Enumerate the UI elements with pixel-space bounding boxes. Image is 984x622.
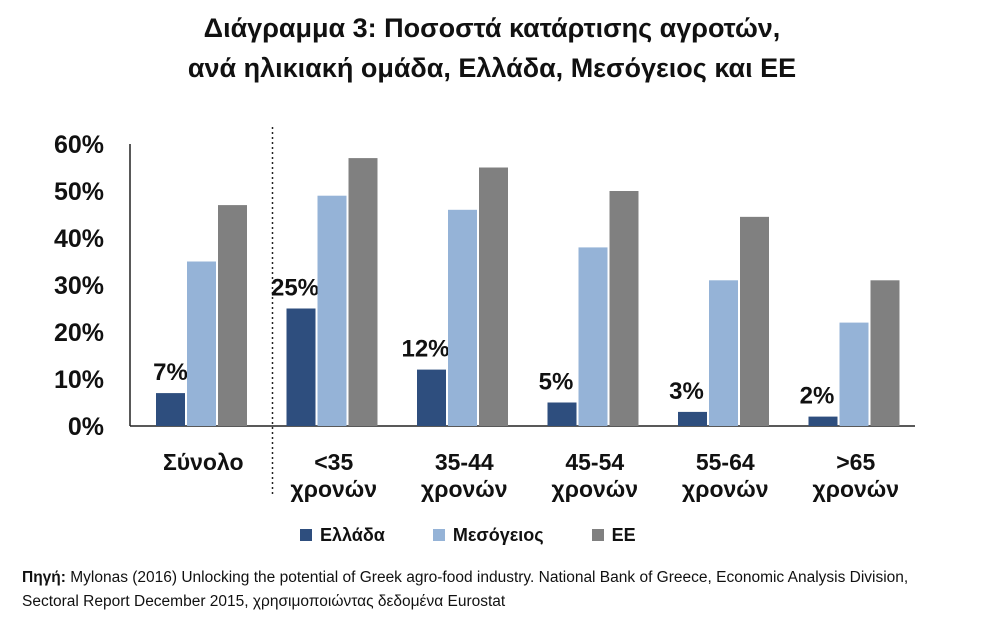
bar-eu [740,216,769,426]
bar-mediterranean [839,322,869,426]
chart-title-line-1: Διάγραμμα 3: Ποσοστά κατάρτισης αγροτών, [203,13,781,43]
legend-label-mediterranean: Μεσόγειος [452,524,544,545]
bar-mediterranean [187,261,216,426]
source-note: Πηγή: Mylonas (2016) Unlocking the poten… [22,566,962,614]
data-label-greece: 3% [669,378,704,405]
bar-eu [609,191,639,426]
bar-greece [156,393,185,426]
y-tick-label: 30% [54,272,104,300]
bar-eu [218,205,247,426]
y-tick-label: 60% [54,131,104,159]
x-category-label: χρονών [682,476,769,502]
bar-mediterranean [578,247,608,426]
legend-item-greece: Ελλάδα [300,525,385,546]
y-tick-label: 0% [68,413,104,441]
legend-swatch-eu [591,529,604,541]
chart-title: Διάγραμμα 3: Ποσοστά κατάρτισης αγροτών,… [0,8,984,88]
legend-swatch-greece [300,529,312,541]
x-category-label: 55-64 [696,449,755,475]
legend-item-eu: ΕΕ [591,524,636,546]
chart-legend: Ελλάδα Μεσόγειος ΕΕ [300,522,684,548]
legend-label-greece: Ελλάδα [320,524,385,545]
bar-mediterranean [448,209,477,426]
source-text: Mylonas (2016) Unlocking the potential o… [22,569,909,610]
x-category-label: 45-54 [565,449,624,475]
bar-eu [348,158,378,426]
bar-greece [417,369,446,426]
y-tick-label: 20% [54,319,104,347]
x-category-label: 35-44 [435,449,494,475]
bar-greece [286,308,316,426]
bar-mediterranean [709,280,738,426]
x-category-label: χρονών [290,476,377,502]
bar-greece [678,411,707,426]
data-label-greece: 7% [153,359,188,386]
y-tick-label: 40% [54,225,104,253]
source-prefix: Πηγή: [22,569,66,586]
legend-label-eu: ΕΕ [611,524,636,545]
data-label-greece: 2% [800,383,835,410]
bar-mediterranean [317,195,347,426]
bar-eu [870,280,900,426]
x-category-label: <35 [314,449,353,475]
chart-title-line-2: ανά ηλικιακή ομάδα, Ελλάδα, Μεσόγειος κα… [187,53,797,83]
bar-eu [479,167,508,426]
x-category-label: χρονών [812,476,899,502]
bar-greece [808,416,838,426]
x-category-label: >65 [836,449,875,475]
x-category-label: χρονών [421,476,508,502]
x-category-label: χρονών [551,476,638,502]
y-tick-label: 50% [54,178,104,206]
legend-swatch-mediterranean [432,529,445,541]
bar-greece [547,402,577,426]
data-label-greece: 12% [401,336,449,363]
data-label-greece: 5% [539,369,574,396]
legend-item-mediterranean: Μεσόγειος [432,524,544,546]
x-category-label: Σύνολο [163,449,244,475]
y-tick-label: 10% [54,366,104,394]
data-label-greece: 25% [271,275,319,302]
